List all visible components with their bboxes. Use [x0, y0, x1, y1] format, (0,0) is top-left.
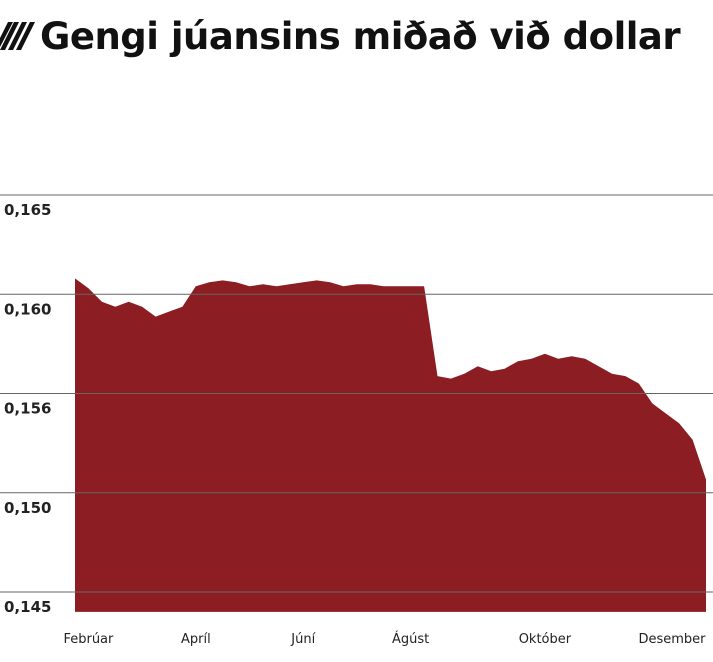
y-tick-label: 0,150: [4, 499, 51, 517]
x-tick-label: Október: [519, 632, 572, 647]
y-tick-label: 0,145: [4, 598, 51, 616]
chart-title: Gengi júansins miðað við dollar: [40, 15, 681, 58]
y-tick-label: 0,165: [4, 201, 51, 219]
title-icon: [0, 22, 35, 50]
x-tick-label: Ágúst: [392, 631, 429, 647]
area: [75, 278, 706, 612]
x-tick-label: Júní: [290, 632, 315, 647]
x-tick-label: Apríl: [181, 632, 211, 647]
y-tick-label: 0,156: [4, 400, 51, 418]
x-tick-label: Desember: [638, 632, 706, 647]
y-tick-label: 0,160: [4, 300, 51, 318]
x-tick-label: Febrúar: [63, 632, 114, 647]
